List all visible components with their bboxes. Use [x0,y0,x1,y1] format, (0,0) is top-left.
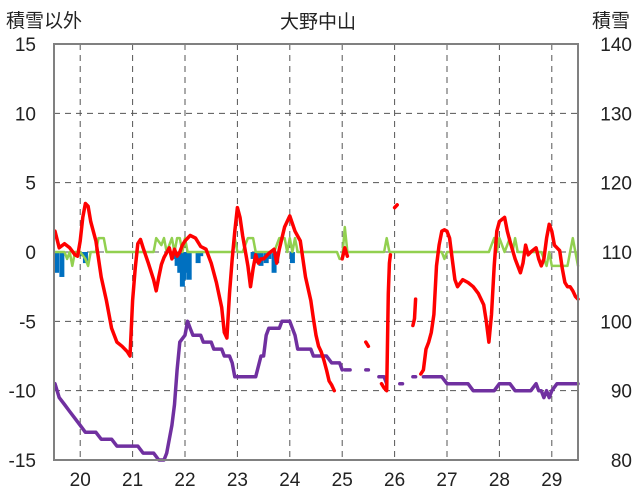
x-tick-label: 21 [122,470,143,491]
right-tick-label: 110 [602,243,632,264]
precipitation-bar [250,252,256,259]
temperature-line [53,201,337,393]
right-axis-ticks: 140 130 120 110 100 90 80 [600,35,632,472]
x-axis-ticks: 20 21 22 23 24 25 26 27 28 29 [70,470,563,491]
x-tick-label: 20 [70,470,91,491]
precipitation-bar [177,252,183,273]
chart-title: 大野中山 [280,11,356,33]
right-tick-label: 120 [600,174,632,195]
plot-frame [53,43,579,461]
right-tick-label: 80 [611,451,632,472]
right-tick-label: 130 [600,104,632,125]
left-axis-label: 積雪以外 [6,10,82,32]
left-tick-label: -15 [9,451,36,472]
left-tick-label: 15 [15,35,36,56]
precipitation-bar [198,252,204,257]
left-tick-label: 5 [25,174,36,195]
right-tick-label: 90 [611,382,632,403]
precipitation-bar [255,252,261,259]
x-tick-label: 27 [436,470,457,491]
precipitation-bar [186,252,192,280]
temperature-series [53,201,580,393]
snow-depth-series [53,319,580,462]
right-tick-label: 140 [600,35,632,56]
temperature-line [392,203,399,210]
left-tick-label: 0 [25,243,36,264]
temperature-line [411,297,418,328]
precipitation-bar [195,252,201,264]
precipitation-bar [59,252,65,277]
temperature-line [379,253,393,393]
x-tick-label: 24 [279,470,301,491]
temperature-line [364,340,371,349]
precipitation-bar [182,252,188,273]
left-tick-label: -5 [19,312,36,333]
right-tick-label: 100 [600,312,632,333]
temperature-line [419,215,580,376]
snow-depth-line [53,319,344,462]
x-tick-label: 29 [541,470,562,491]
x-tick-label: 25 [332,470,353,491]
snow-depth-line [421,375,580,400]
x-tick-label: 28 [489,470,510,491]
left-axis-ticks: 15 10 5 0 -5 -10 -15 [9,35,36,472]
right-axis-label: 積雪 [592,10,630,32]
precipitation-bar [54,252,60,273]
x-tick-label: 23 [227,470,248,491]
temperature-line [340,246,350,261]
precipitation-bar [271,252,277,273]
precipitation-bar [289,252,295,264]
vertical-gridlines [79,44,553,460]
x-tick-label: 22 [174,470,195,491]
left-tick-label: -10 [9,382,36,403]
grid [54,43,578,461]
precipitation-bar [174,252,180,266]
x-tick-label: 26 [384,470,405,491]
left-tick-label: 10 [15,104,36,125]
